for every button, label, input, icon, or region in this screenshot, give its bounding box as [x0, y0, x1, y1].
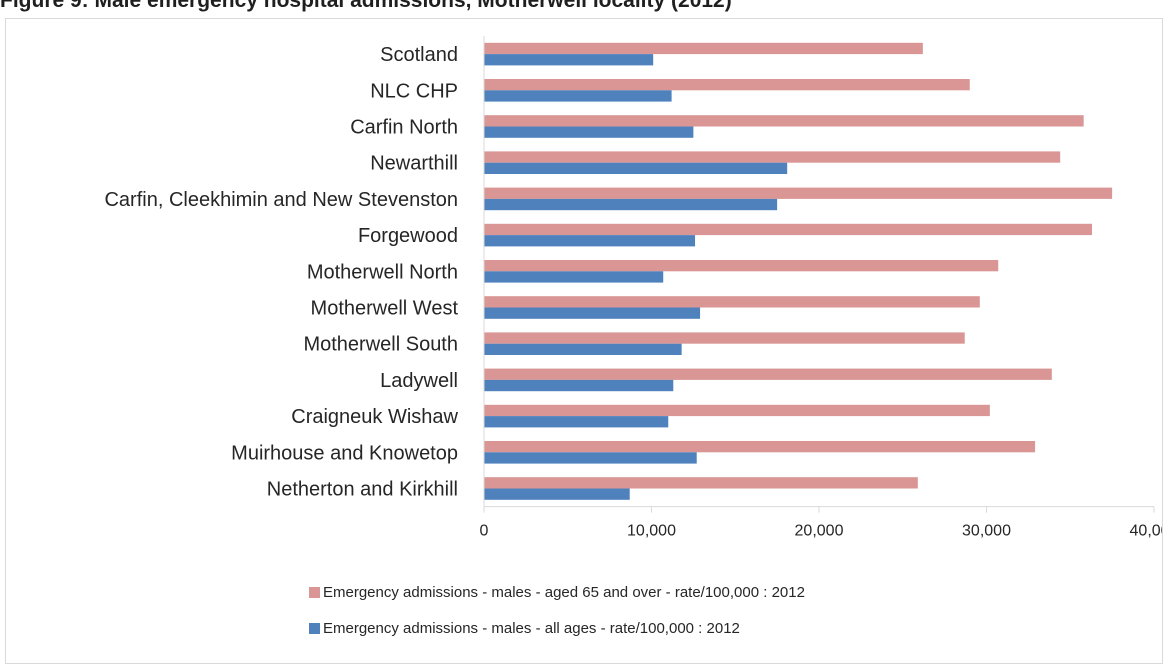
bar-all-ages: [484, 343, 682, 355]
bar-aged-65-plus: [484, 332, 965, 344]
x-tick-label: 30,000: [962, 523, 1011, 540]
x-tick-label: 0: [480, 523, 489, 540]
bar-chart: Scotland NLC CHP Carfin North Newarthill Car…: [104, 36, 1162, 637]
bar-aged-65-plus: [484, 368, 1052, 380]
category-label: Newarthill: [370, 153, 458, 175]
bar-all-ages: [484, 271, 664, 283]
category-label: Forgewood: [358, 225, 458, 247]
category-label: Muirhouse and Knowetop: [231, 442, 458, 464]
bar-all-ages: [484, 198, 778, 211]
bar-all-ages: [484, 416, 669, 428]
bar-all-ages: [484, 452, 697, 464]
bar-all-ages: [484, 307, 701, 319]
bar-aged-65-plus: [484, 441, 1036, 453]
bar-aged-65-plus: [484, 296, 980, 308]
category-label: Netherton and Kirkhill: [267, 479, 458, 501]
bar-all-ages: [484, 488, 630, 500]
legend-swatch-aged-65-plus: [309, 587, 320, 598]
category-label: Carfin, Cleekhimin and New Stevenston: [104, 189, 458, 211]
category-label: Motherwell North: [307, 261, 458, 283]
bar-all-ages: [484, 379, 674, 392]
category-label: Motherwell West: [311, 298, 459, 320]
bar-aged-65-plus: [484, 477, 918, 489]
chart-frame: Scotland NLC CHP Carfin North Newarthill Car…: [5, 18, 1163, 664]
bar-aged-65-plus: [484, 42, 923, 55]
x-tick-label: 10,000: [627, 523, 676, 540]
bar-aged-65-plus: [484, 151, 1061, 163]
bar-aged-65-plus: [484, 404, 990, 417]
legend-label-aged-65-plus: Emergency admissions - males - aged 65 a…: [323, 584, 805, 601]
bar-all-ages: [484, 126, 694, 138]
bar-all-ages: [484, 90, 672, 102]
category-label: Craigneuk Wishaw: [291, 406, 458, 428]
category-label: Carfin North: [350, 117, 458, 139]
category-label: Motherwell South: [303, 334, 458, 356]
bar-all-ages: [484, 54, 654, 66]
category-label: Scotland: [380, 44, 458, 66]
x-tick-label: 40,000: [1130, 523, 1162, 540]
bar-all-ages: [484, 235, 696, 247]
category-label: NLC CHP: [370, 80, 458, 102]
bar-aged-65-plus: [484, 260, 999, 272]
legend-label-all-ages: Emergency admissions - males - all ages …: [323, 620, 740, 637]
bar-aged-65-plus: [484, 79, 970, 91]
bar-aged-65-plus: [484, 115, 1084, 127]
bar-aged-65-plus: [484, 223, 1093, 236]
bar-all-ages: [484, 162, 788, 174]
category-label: Ladywell: [380, 370, 458, 392]
figure-title: Figure 9: Male emergency hospital admiss…: [0, 0, 732, 12]
x-tick-label: 20,000: [795, 523, 844, 540]
legend-swatch-all-ages: [309, 623, 320, 634]
bar-aged-65-plus: [484, 187, 1113, 199]
